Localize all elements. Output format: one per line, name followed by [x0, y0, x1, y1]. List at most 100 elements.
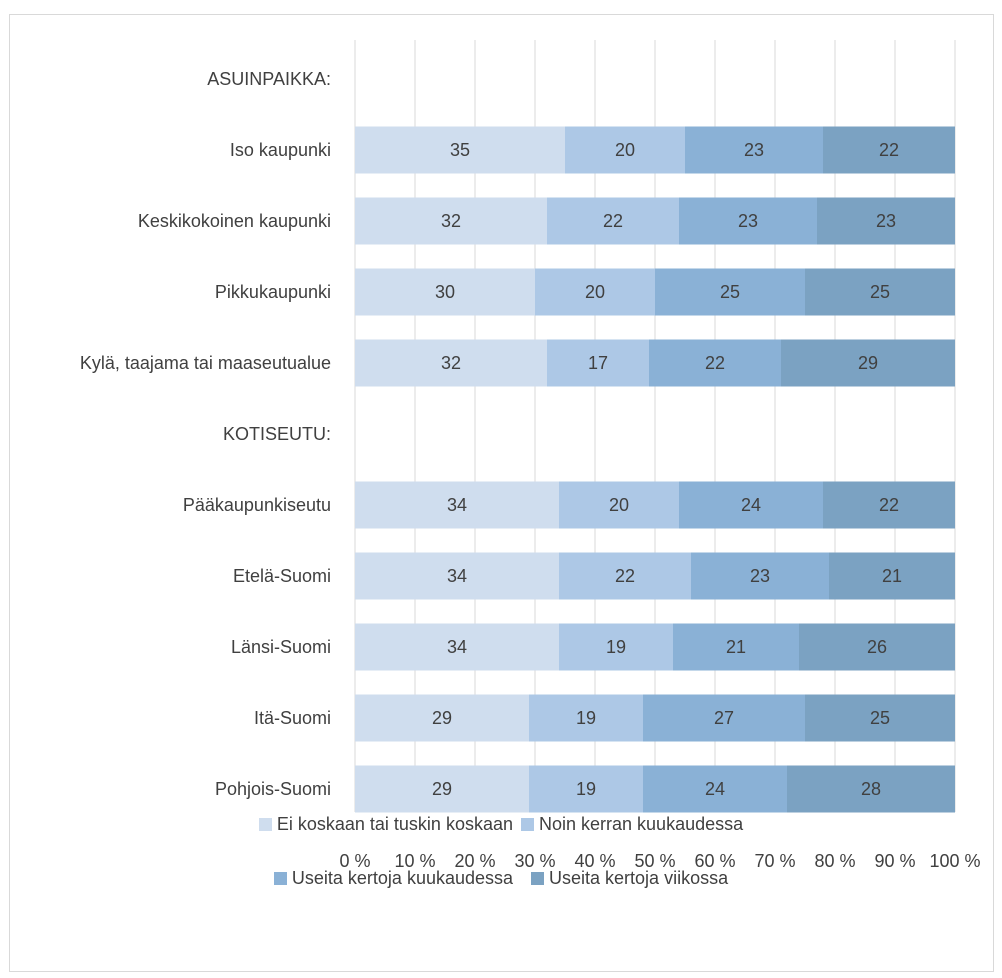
bar-segment: [643, 765, 787, 813]
bar-segment: [355, 197, 547, 245]
x-tick-label: 90 %: [874, 851, 915, 871]
data-label: 17: [588, 353, 608, 373]
bar-segment: [643, 694, 805, 742]
bar-segment: [355, 552, 559, 600]
bar-segment: [529, 694, 643, 742]
data-label: 22: [879, 140, 899, 160]
data-label: 20: [609, 495, 629, 515]
data-label: 22: [879, 495, 899, 515]
x-tick-label: 50 %: [634, 851, 675, 871]
data-label: 23: [744, 140, 764, 160]
category-label: Iso kaupunki: [230, 140, 331, 160]
data-label: 20: [585, 282, 605, 302]
bar-segment: [559, 623, 673, 671]
data-label: 19: [606, 637, 626, 657]
bar-segment: [817, 197, 955, 245]
data-label: 34: [447, 495, 467, 515]
x-tick-label: 70 %: [754, 851, 795, 871]
x-tick-label: 60 %: [694, 851, 735, 871]
category-label: Pikkukaupunki: [215, 282, 331, 302]
legend-label-noin-kerran: Noin kerran kuukaudessa: [539, 814, 744, 834]
bar-segment: [829, 552, 955, 600]
x-tick-label: 100 %: [929, 851, 980, 871]
labels: 0 % 10 % 20 % 30 % 40 % 50 % 60 % 70 % 80 % 90 % 1…: [80, 69, 981, 871]
data-label: 29: [858, 353, 878, 373]
bar-segment: [547, 197, 679, 245]
data-label: 30: [435, 282, 455, 302]
bar-segment: [685, 126, 823, 174]
x-tick-label: 20 %: [454, 851, 495, 871]
data-label: 29: [432, 779, 452, 799]
legend-label-useita-viikossa: Useita kertoja viikossa: [549, 868, 729, 888]
bar-segment: [649, 339, 781, 387]
bar-segment: [355, 339, 547, 387]
data-label: 26: [867, 637, 887, 657]
bar-segment: [823, 481, 955, 529]
category-label: Itä-Suomi: [254, 708, 331, 728]
bar-segment: [655, 268, 805, 316]
bar-segment: [355, 765, 529, 813]
bar-segment: [355, 623, 559, 671]
data-label: 32: [441, 211, 461, 231]
data-label: 22: [705, 353, 725, 373]
data-label: 23: [738, 211, 758, 231]
legend-item-useita-viikossa: Useita kertoja viikossa: [531, 868, 728, 889]
legend-swatch-ei-koskaan: [258, 818, 272, 831]
legend-row-1: Ei koskaan tai tuskin koskaan Noin kerra…: [0, 814, 1002, 835]
category-label: Etelä-Suomi: [233, 566, 331, 586]
bar-segment: [559, 552, 691, 600]
legend-swatch-useita-kuukaudessa: [273, 872, 287, 885]
bar-segment: [535, 268, 655, 316]
data-label: 34: [447, 637, 467, 657]
bar-segment: [547, 339, 649, 387]
data-label: 28: [861, 779, 881, 799]
data-label: 20: [615, 140, 635, 160]
bar-segment: [355, 268, 535, 316]
data-label: 25: [870, 708, 890, 728]
bar-segment: [565, 126, 685, 174]
data-label: 22: [603, 211, 623, 231]
data-label: 29: [432, 708, 452, 728]
bar-segment: [673, 623, 799, 671]
data-label: 25: [870, 282, 890, 302]
bar-segment: [679, 197, 817, 245]
data-label: 25: [720, 282, 740, 302]
legend-swatch-noin-kerran: [521, 818, 534, 831]
category-label: Kylä, taajama tai maaseutualue: [80, 353, 331, 373]
data-label: 19: [576, 779, 596, 799]
bar-segment: [799, 623, 955, 671]
category-label: KOTISEUTU:: [223, 424, 331, 444]
bar-segment: [787, 765, 955, 813]
data-label: 32: [441, 353, 461, 373]
data-label: 34: [447, 566, 467, 586]
category-label: Pääkaupunkiseutu: [183, 495, 331, 515]
bar-segment: [691, 552, 829, 600]
legend-label-ei-koskaan: Ei koskaan tai tuskin koskaan: [276, 814, 513, 834]
legend-row-2: Useita kertoja kuukaudessa Useita kertoj…: [0, 868, 1002, 889]
data-label: 24: [705, 779, 725, 799]
legend-item-ei-koskaan: Ei koskaan tai tuskin koskaan: [258, 814, 513, 835]
category-label: Keskikokoinen kaupunki: [138, 211, 331, 231]
bar-segment: [679, 481, 823, 529]
x-tick-label: 40 %: [574, 851, 615, 871]
bar-segment: [355, 126, 565, 174]
x-tick-label: 10 %: [394, 851, 435, 871]
data-label: 22: [615, 566, 635, 586]
bar-segment: [355, 481, 559, 529]
data-label: 35: [450, 140, 470, 160]
legend-swatch-useita-viikossa: [531, 872, 545, 885]
data-label: 19: [576, 708, 596, 728]
bars: [355, 126, 955, 813]
bar-segment: [805, 268, 955, 316]
legend-item-useita-kuukaudessa: Useita kertoja kuukaudessa: [273, 868, 513, 889]
data-label: 27: [714, 708, 734, 728]
bar-segment: [529, 765, 643, 813]
x-tick-label: 80 %: [814, 851, 855, 871]
category-label: ASUINPAIKKA:: [207, 69, 331, 89]
category-label: Länsi-Suomi: [231, 637, 331, 657]
data-label: 23: [750, 566, 770, 586]
data-label: 21: [726, 637, 746, 657]
data-label: 23: [876, 211, 896, 231]
x-tick-label: 0 %: [339, 851, 370, 871]
